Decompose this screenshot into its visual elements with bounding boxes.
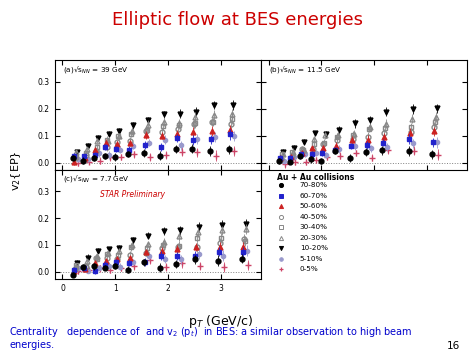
- Text: 10-20%: 10-20%: [300, 245, 328, 251]
- Text: Centrality   dependence of  and v$_2$ (p$_t$)  in BES: a similar observation to : Centrality dependence of and v$_2$ (p$_t…: [9, 325, 413, 350]
- Text: 70-80%: 70-80%: [300, 182, 328, 189]
- Text: 30-40%: 30-40%: [300, 224, 328, 230]
- Text: p$_T$ (GeV/c): p$_T$ (GeV/c): [188, 313, 253, 330]
- Text: 0-5%: 0-5%: [300, 266, 319, 272]
- Text: (a)√s$_{NN}$ = 39 GeV: (a)√s$_{NN}$ = 39 GeV: [63, 64, 128, 75]
- Text: STAR Preliminary: STAR Preliminary: [100, 190, 165, 199]
- Text: 50-60%: 50-60%: [300, 203, 328, 209]
- Text: (b)√s$_{NN}$ = 11.5 GeV: (b)√s$_{NN}$ = 11.5 GeV: [269, 64, 342, 75]
- Text: v$_2${EP}: v$_2${EP}: [9, 150, 24, 191]
- Text: 16: 16: [447, 342, 460, 351]
- Text: 20-30%: 20-30%: [300, 235, 328, 241]
- Text: (c)√s$_{NN}$ = 7.7 GeV: (c)√s$_{NN}$ = 7.7 GeV: [63, 173, 130, 184]
- Text: Au + Au collisions: Au + Au collisions: [277, 173, 355, 182]
- Text: 40-50%: 40-50%: [300, 214, 328, 220]
- Text: 60-70%: 60-70%: [300, 193, 328, 199]
- Text: Elliptic flow at BES energies: Elliptic flow at BES energies: [111, 11, 363, 29]
- Text: 5-10%: 5-10%: [300, 256, 323, 262]
